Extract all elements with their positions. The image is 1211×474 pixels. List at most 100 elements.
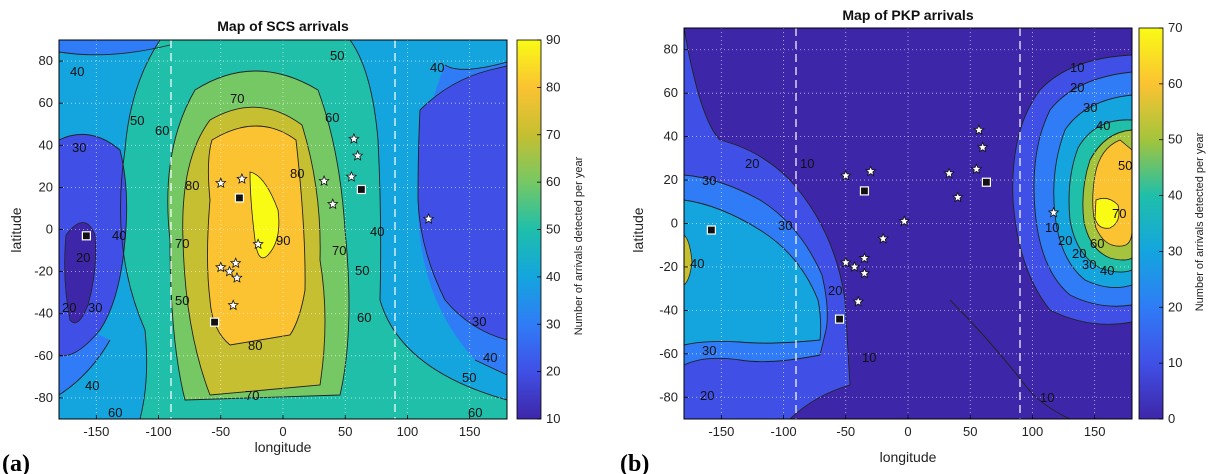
band-40-50-left [684, 234, 693, 286]
colorbar [1138, 27, 1164, 420]
y-tick-label: 40 [664, 129, 678, 144]
contour-label: 80 [290, 166, 304, 181]
band-70-right [1094, 197, 1120, 229]
contour-label: 70 [230, 91, 244, 106]
contour-label: 40 [430, 60, 444, 75]
x-tick-label: 0 [904, 424, 911, 439]
station-marker [834, 314, 845, 324]
colorbar-tick-label: 60 [546, 174, 560, 189]
event-marker [973, 124, 985, 135]
x-axis-label: longitude [880, 449, 937, 465]
contour-label: 20 [745, 156, 759, 171]
colorbar-label: Number of arrivals detected per year [573, 156, 585, 335]
y-tick-label: -20 [659, 259, 678, 274]
x-tick-label: -50 [211, 424, 230, 439]
contour-label: 20 [1058, 233, 1072, 248]
grid [684, 28, 1132, 419]
station-marker [706, 225, 716, 235]
contour-label: 90 [276, 233, 290, 248]
colorbar-tick-labels: 90 80 70 60 50 40 30 20 10 [537, 32, 560, 426]
event-marker [976, 141, 989, 153]
contour-label: 30 [472, 314, 486, 329]
event-marker [422, 212, 435, 224]
contour-label: 10 [1040, 390, 1054, 405]
contour-label: 10 [862, 350, 876, 365]
y-tick-label: 0 [46, 222, 53, 237]
x-tick-label: 50 [338, 424, 352, 439]
colorbar-tick-label: 90 [546, 32, 560, 47]
event-marker [318, 175, 330, 186]
y-tick-label: 80 [664, 42, 678, 57]
band-10-20 [64, 222, 97, 324]
event-marker [840, 256, 852, 268]
contour-label: 30 [702, 343, 716, 358]
y-tick-label: 0 [671, 216, 678, 231]
contour-label: 30 [72, 140, 86, 155]
event-marker [231, 271, 243, 283]
band-20-30-right [418, 66, 507, 340]
y-tick-label: -60 [34, 348, 53, 363]
contour-label: 80 [185, 178, 199, 193]
contour-label: 40 [690, 256, 704, 271]
colorbar-tick-label: 30 [546, 316, 560, 331]
station-marker [356, 184, 366, 195]
colorbar-tick-label: 40 [1168, 188, 1182, 203]
colorbar-tick-label: 10 [1168, 355, 1182, 370]
contour-label: 10 [1045, 220, 1059, 235]
event-marker [840, 169, 852, 181]
contour-label: 70 [175, 236, 189, 251]
event-marker [252, 238, 264, 250]
station-marker [81, 231, 91, 241]
band-90 [249, 171, 280, 259]
colorbar-tick-label: 0 [1168, 411, 1175, 426]
event-marker [223, 265, 236, 277]
event-marker [229, 257, 242, 269]
contour-label: 30 [702, 173, 716, 188]
x-tick-label: -150 [83, 424, 109, 439]
panel-tag: (a) [2, 451, 30, 474]
contour-label: 70 [245, 388, 259, 403]
event-marker [898, 215, 911, 227]
contour-label: 60 [325, 110, 339, 125]
x-tick-label: 150 [459, 424, 481, 439]
contour-label: 40 [70, 64, 84, 79]
colorbar-tick-labels: 70 60 50 40 30 20 10 0 [1159, 20, 1182, 426]
markers [81, 132, 435, 327]
colorbar-label: Number of arrivals detected per year [1194, 132, 1206, 311]
contour-label: 70 [332, 243, 346, 258]
event-marker [970, 163, 983, 175]
dashed-meridians [795, 28, 1021, 419]
contour-label: 40 [370, 224, 384, 239]
y-tick-label: -80 [34, 390, 53, 405]
y-tick-labels: 80 60 40 20 0 -20 -40 -60 -80 [659, 42, 688, 404]
contour-label: 60 [1090, 236, 1104, 251]
contour-label: 20 [62, 300, 76, 315]
colorbar-tick-label: 20 [1168, 299, 1182, 314]
x-tick-label: -100 [146, 424, 172, 439]
x-tick-label: 100 [397, 424, 419, 439]
dashed-meridians [170, 40, 396, 419]
y-axis-label: latitude [8, 207, 24, 252]
contour-lines [684, 28, 1132, 419]
contour-label: 20 [1072, 246, 1086, 261]
y-tick-label: 60 [664, 85, 678, 100]
y-tick-label: 80 [39, 53, 53, 68]
station-marker [981, 177, 992, 187]
contour-label: 40 [483, 350, 497, 365]
chart-title: Map of SCS arrivals [217, 18, 349, 34]
colorbar-tick-label: 40 [546, 269, 560, 284]
contour-map [684, 28, 1132, 419]
contour-label: 60 [468, 405, 482, 420]
contour-label: 20 [76, 250, 90, 265]
colorbar-tick-label: 70 [546, 127, 560, 142]
y-tick-label: -40 [34, 306, 53, 321]
contour-label: 20 [700, 388, 714, 403]
colorbar-tick-label: 50 [1168, 132, 1182, 147]
contour-label: 60 [155, 123, 169, 138]
x-tick-label: -50 [836, 424, 855, 439]
contour-label: 30 [88, 300, 102, 315]
panel-tag: (b) [620, 451, 649, 474]
contour-label: 80 [248, 338, 262, 353]
colorbar-tick-label: 60 [1168, 76, 1182, 91]
contour-label: 30 [1082, 257, 1096, 272]
